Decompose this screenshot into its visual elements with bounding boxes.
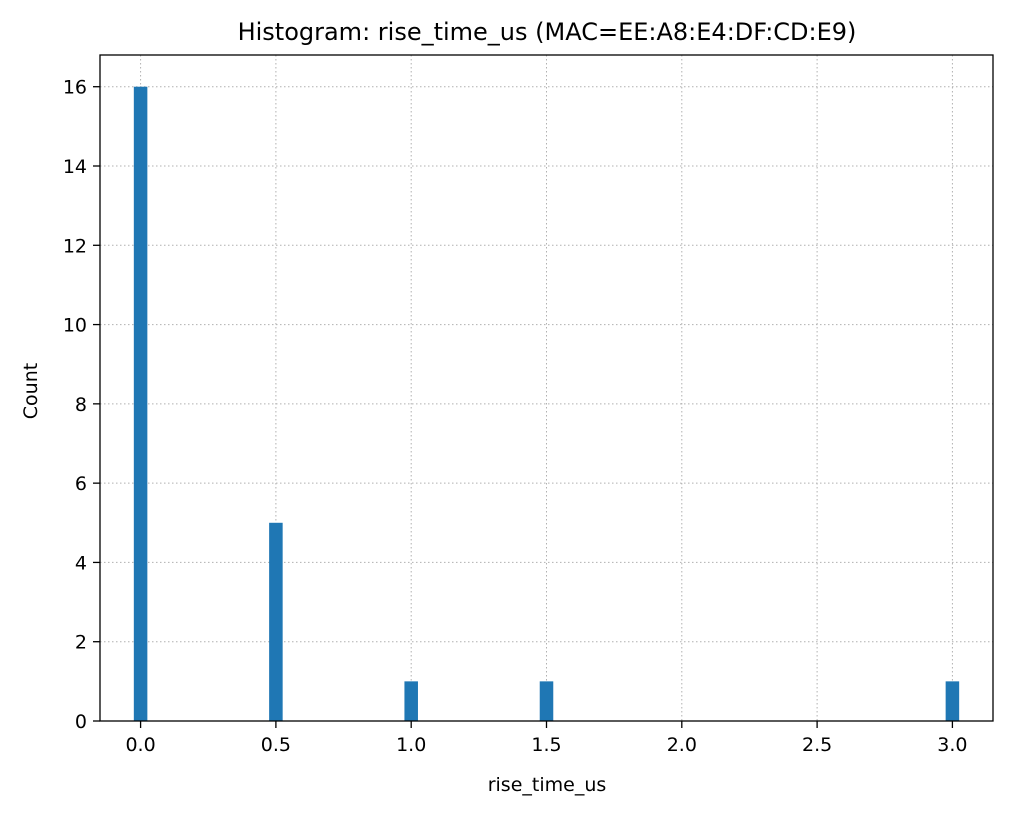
y-tick-label: 8 xyxy=(75,394,87,416)
chart-title: Histogram: rise_time_us (MAC=EE:A8:E4:DF… xyxy=(238,18,857,46)
y-tick-label: 10 xyxy=(63,315,87,337)
y-tick-label: 2 xyxy=(75,632,87,654)
y-tick-label: 4 xyxy=(75,552,87,574)
histogram-bar xyxy=(269,522,283,721)
x-tick-label: 2.0 xyxy=(667,734,697,756)
histogram-bar xyxy=(539,681,554,721)
histogram-bar xyxy=(133,86,148,721)
y-tick-label: 12 xyxy=(63,235,87,257)
x-axis-ticks: 0.0 0.5 1.0 1.5 2.0 2.5 3.0 xyxy=(125,721,968,756)
histogram-bars xyxy=(133,86,960,721)
x-tick-label: 0.5 xyxy=(261,734,291,756)
y-tick-label: 0 xyxy=(75,711,87,733)
y-tick-label: 14 xyxy=(63,156,87,178)
x-axis-label: rise_time_us xyxy=(488,774,607,796)
histogram-bar xyxy=(404,681,418,721)
y-axis-ticks: 0 2 4 6 8 10 12 14 16 xyxy=(63,77,100,733)
y-axis-label: Count xyxy=(20,363,42,419)
histogram-bar xyxy=(945,681,960,721)
x-tick-label: 1.5 xyxy=(531,734,561,756)
x-tick-label: 0.0 xyxy=(125,734,155,756)
x-tick-label: 3.0 xyxy=(937,734,967,756)
y-tick-label: 6 xyxy=(75,473,87,495)
y-tick-label: 16 xyxy=(63,77,87,99)
x-tick-label: 1.0 xyxy=(396,734,426,756)
x-tick-label: 2.5 xyxy=(802,734,832,756)
grid-lines xyxy=(100,55,993,722)
